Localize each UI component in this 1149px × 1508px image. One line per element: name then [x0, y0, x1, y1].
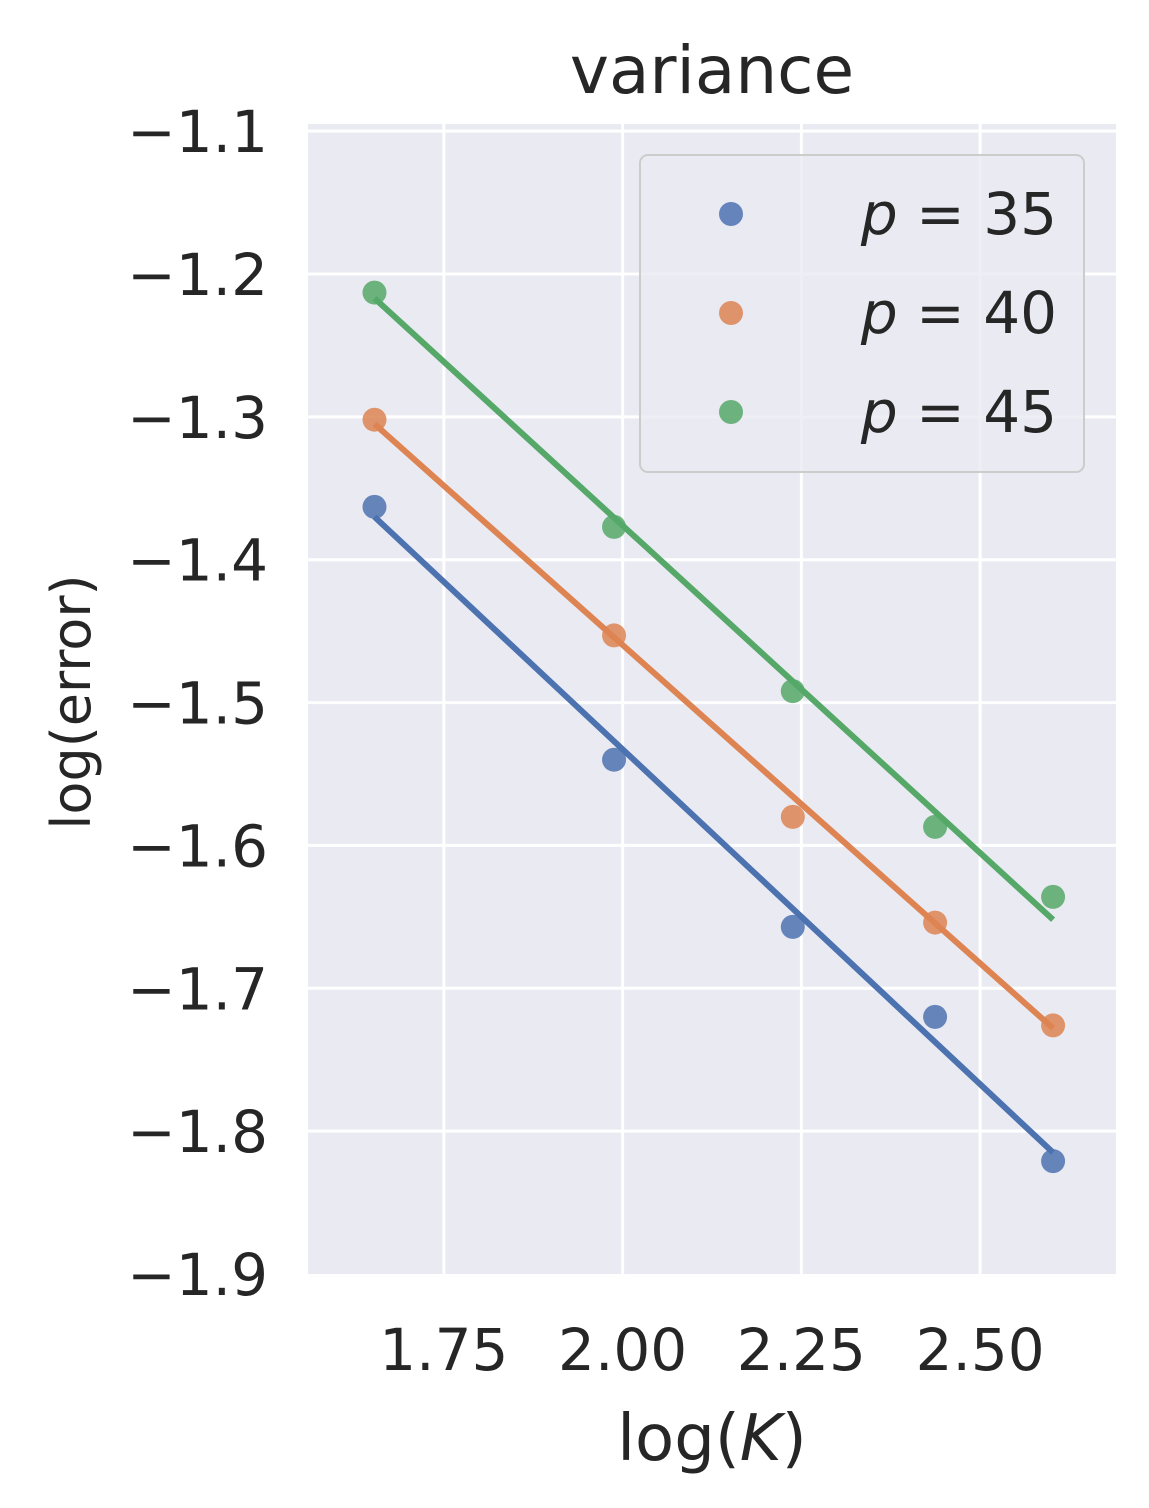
fit-line-series-1 [372, 514, 1056, 1155]
x-tick-label: 2.50 [916, 1316, 1045, 1384]
x-tick-labels: 1.75 2.00 2.25 2.50 [379, 1316, 1044, 1384]
data-point-series-3 [780, 679, 805, 704]
chart-title: variance [570, 32, 854, 109]
y-tick-label: −1.5 [127, 670, 268, 738]
data-point-series-1 [602, 747, 627, 772]
x-tick-label: 2.25 [737, 1316, 866, 1384]
legend-label: p = 45 [860, 378, 1057, 446]
legend: p = 35 p = 40 p = 45 [639, 154, 1085, 473]
x-tick-label: 1.75 [379, 1316, 508, 1384]
data-point-series-3 [602, 514, 627, 539]
y-tick-label: −1.2 [127, 241, 268, 309]
y-axis-label: log(error) [40, 574, 103, 829]
data-point-series-3 [923, 814, 948, 839]
legend-marker [719, 400, 743, 424]
y-tick-label: −1.1 [127, 98, 268, 166]
legend-marker [719, 301, 743, 325]
data-point-series-1 [923, 1004, 948, 1029]
data-points [362, 280, 1066, 1174]
data-point-series-2 [1041, 1013, 1066, 1038]
data-point-series-1 [780, 914, 805, 939]
x-axis-label: log(K) [617, 1402, 806, 1476]
y-tick-label: −1.4 [127, 527, 268, 595]
data-point-series-1 [362, 494, 387, 519]
y-tick-label: −1.9 [127, 1241, 268, 1309]
data-point-series-2 [602, 623, 627, 648]
y-tick-label: −1.3 [127, 384, 268, 452]
legend-marker [719, 202, 743, 226]
x-tick-label: 2.00 [558, 1316, 687, 1384]
data-point-series-2 [362, 407, 387, 432]
legend-label: p = 35 [860, 180, 1057, 248]
data-point-series-3 [1041, 884, 1066, 909]
legend-box [639, 154, 1085, 473]
legend-label: p = 40 [860, 279, 1057, 347]
data-point-series-2 [923, 910, 948, 935]
data-point-series-3 [362, 280, 387, 305]
y-tick-label: −1.8 [127, 1098, 268, 1166]
y-tick-label: −1.6 [127, 812, 268, 880]
y-tick-labels: −1.1 −1.2 −1.3 −1.4 −1.5 −1.6 −1.7 −1.8 −1.9 [127, 98, 268, 1309]
data-point-series-2 [780, 804, 805, 829]
data-point-series-1 [1041, 1149, 1066, 1174]
y-tick-label: −1.7 [127, 955, 268, 1023]
